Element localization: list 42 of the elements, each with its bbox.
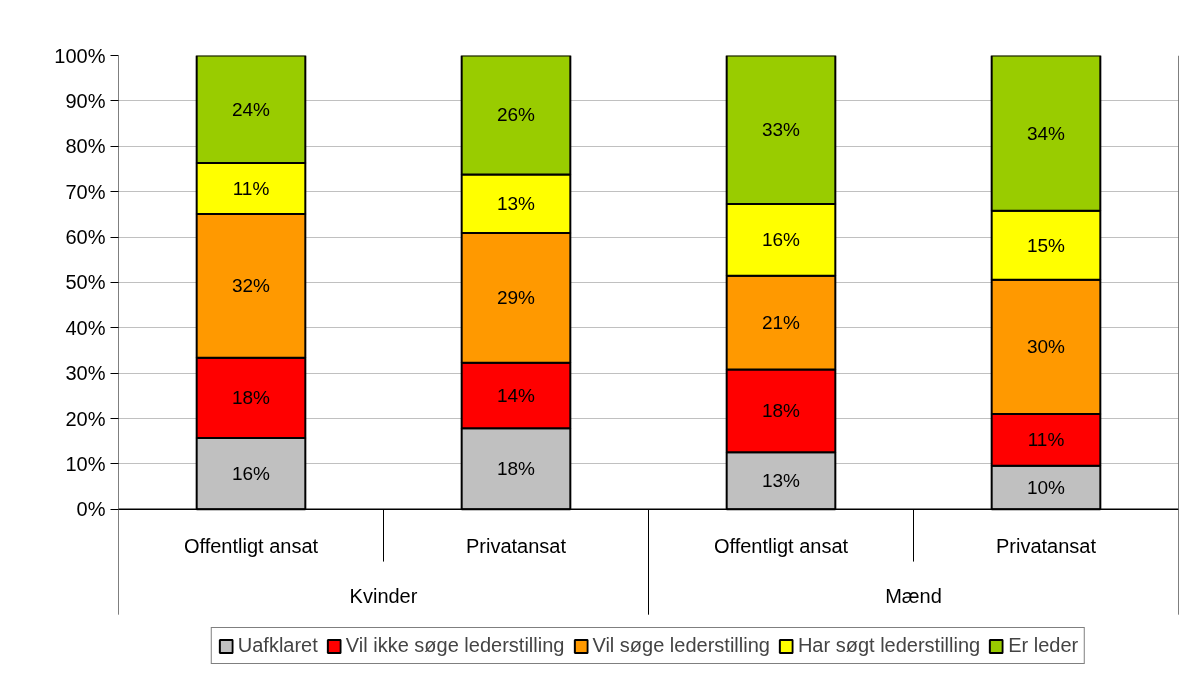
- data-label: 33%: [761, 119, 801, 141]
- y-tick-label: 10%: [65, 452, 106, 475]
- legend-label: Uafklaret: [237, 634, 318, 657]
- data-label: 16%: [761, 229, 801, 251]
- data-label: 34%: [1026, 122, 1066, 144]
- data-label: 14%: [496, 384, 536, 406]
- y-tick-label: 40%: [65, 316, 106, 339]
- data-label: 18%: [496, 458, 536, 480]
- y-tick-label: 60%: [65, 226, 106, 249]
- y-tick-label: 30%: [65, 362, 106, 385]
- x-tick-label: Offentligt ansat: [183, 534, 319, 557]
- data-label: 10%: [1026, 477, 1066, 499]
- data-label: 32%: [231, 275, 271, 297]
- x-tick-label: Privatansat: [465, 534, 567, 557]
- legend-label: Er leder: [1008, 634, 1079, 657]
- data-label: 30%: [1026, 336, 1066, 358]
- y-tick-label: 80%: [65, 135, 106, 158]
- data-label: 18%: [231, 387, 271, 409]
- data-label: 11%: [1027, 429, 1065, 451]
- data-label: 13%: [496, 193, 536, 215]
- legend-label: Vil ikke søge lederstilling: [345, 634, 565, 657]
- data-label: 13%: [761, 470, 801, 492]
- y-tick-label: 70%: [65, 180, 106, 203]
- data-label: 11%: [232, 177, 270, 199]
- y-tick-label: 50%: [65, 271, 106, 294]
- data-label: 18%: [761, 400, 801, 422]
- y-tick-label: 0%: [76, 498, 106, 521]
- x-tick-label: Privatansat: [995, 534, 1097, 557]
- y-tick-label: 90%: [65, 89, 106, 112]
- text: Kvinder: [349, 584, 418, 607]
- legend-label: Vil søge lederstilling: [592, 634, 770, 657]
- data-label: 16%: [231, 463, 271, 485]
- data-label: 26%: [496, 104, 536, 126]
- data-label: 24%: [231, 98, 271, 120]
- data-label: 29%: [496, 287, 536, 309]
- data-label: 21%: [761, 312, 801, 334]
- data-label: 15%: [1026, 234, 1066, 256]
- x-tick-label: Offentligt ansat: [713, 534, 849, 557]
- legend-label: Har søgt lederstilling: [797, 634, 981, 657]
- text: Mænd: [885, 584, 942, 607]
- y-tick-label: 100%: [54, 44, 106, 67]
- y-tick-label: 20%: [65, 407, 106, 430]
